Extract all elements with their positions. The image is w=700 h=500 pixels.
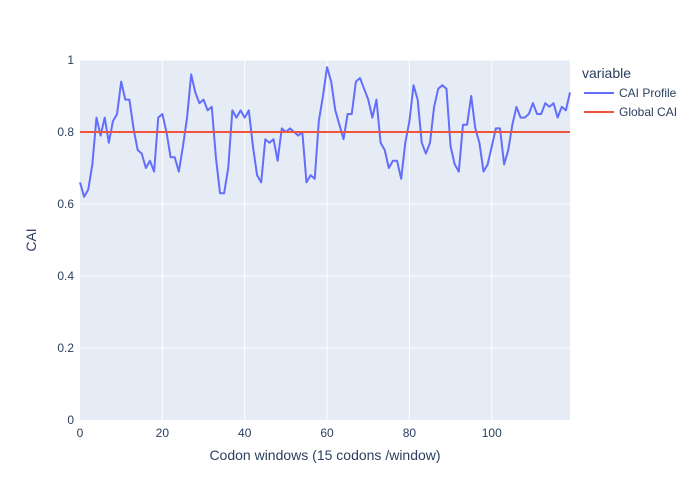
y-axis-title: CAI — [23, 228, 39, 251]
x-tick-label: 60 — [320, 426, 334, 440]
x-tick-label: 0 — [77, 426, 84, 440]
y-tick-label: 0 — [67, 413, 74, 427]
y-tick-labels: 0 0.2 0.4 0.6 0.8 1 — [57, 53, 74, 427]
x-axis-title: Codon windows (15 codons /window) — [209, 447, 440, 463]
y-tick-label: 0.6 — [57, 197, 74, 211]
legend-label-global-cai: Global CAI — [619, 105, 677, 119]
y-tick-label: 0.2 — [57, 341, 74, 355]
series-line-cai-profile — [79, 66, 571, 198]
y-tick-label: 0.8 — [57, 125, 74, 139]
series-group — [79, 66, 571, 198]
x-tick-label: 80 — [403, 426, 417, 440]
legend-title: variable — [582, 65, 631, 81]
x-tick-label: 40 — [238, 426, 252, 440]
legend-label-cai-profile: CAI Profile — [619, 86, 677, 100]
x-tick-labels: 0 20 40 60 80 100 — [77, 426, 502, 440]
x-tick-label: 100 — [482, 426, 502, 440]
x-tick-label: 20 — [156, 426, 170, 440]
y-tick-label: 0.4 — [57, 269, 74, 283]
y-tick-label: 1 — [67, 53, 74, 67]
legend[interactable]: variable CAI Profile Global CAI — [582, 65, 677, 119]
plot-area — [80, 60, 570, 420]
